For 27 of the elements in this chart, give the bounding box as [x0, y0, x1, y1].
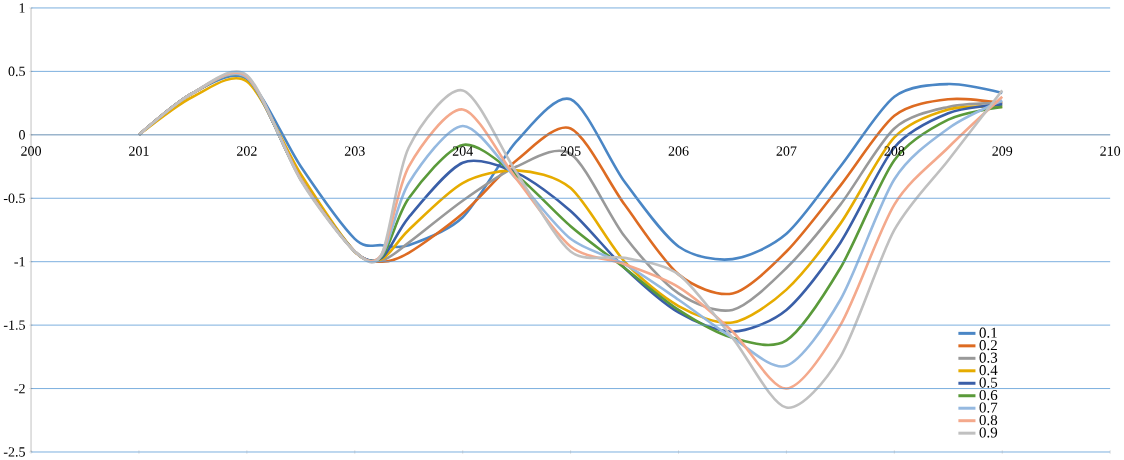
- legend-label: 0.9: [979, 427, 998, 438]
- y-tick-label: 0: [19, 130, 25, 140]
- legend-label: 0.7: [979, 402, 998, 413]
- x-tick-label: 202: [236, 146, 257, 156]
- x-tick-label: 209: [992, 146, 1013, 156]
- y-tick-label: 1: [19, 3, 25, 13]
- x-tick-label: 200: [21, 146, 42, 156]
- y-tick-label: -1.5: [3, 320, 25, 330]
- legend-label: 0.4: [979, 365, 998, 376]
- y-tick-label: -2: [14, 383, 25, 394]
- legend-label: 0.3: [979, 352, 998, 363]
- y-tick-label: -0.5: [3, 193, 25, 203]
- x-tick-label: 203: [344, 146, 365, 156]
- legend-label: 0.1: [979, 327, 997, 338]
- x-tick-label: 205: [560, 146, 581, 156]
- legend-label: 0.8: [979, 414, 998, 426]
- x-tick-label: 201: [129, 146, 149, 156]
- x-tick-label: 207: [776, 146, 797, 156]
- x-tick-label: 206: [668, 146, 689, 156]
- y-tick-label: 0.5: [8, 66, 25, 77]
- legend-label: 0.5: [979, 377, 998, 388]
- x-tick-label: 204: [452, 146, 473, 156]
- legend-label: 0.6: [979, 389, 998, 401]
- y-tick-label: -1: [14, 257, 25, 267]
- x-tick-label: 210: [1100, 146, 1121, 156]
- legend-label: 0.2: [979, 340, 997, 351]
- y-tick-label: -2.5: [3, 447, 25, 457]
